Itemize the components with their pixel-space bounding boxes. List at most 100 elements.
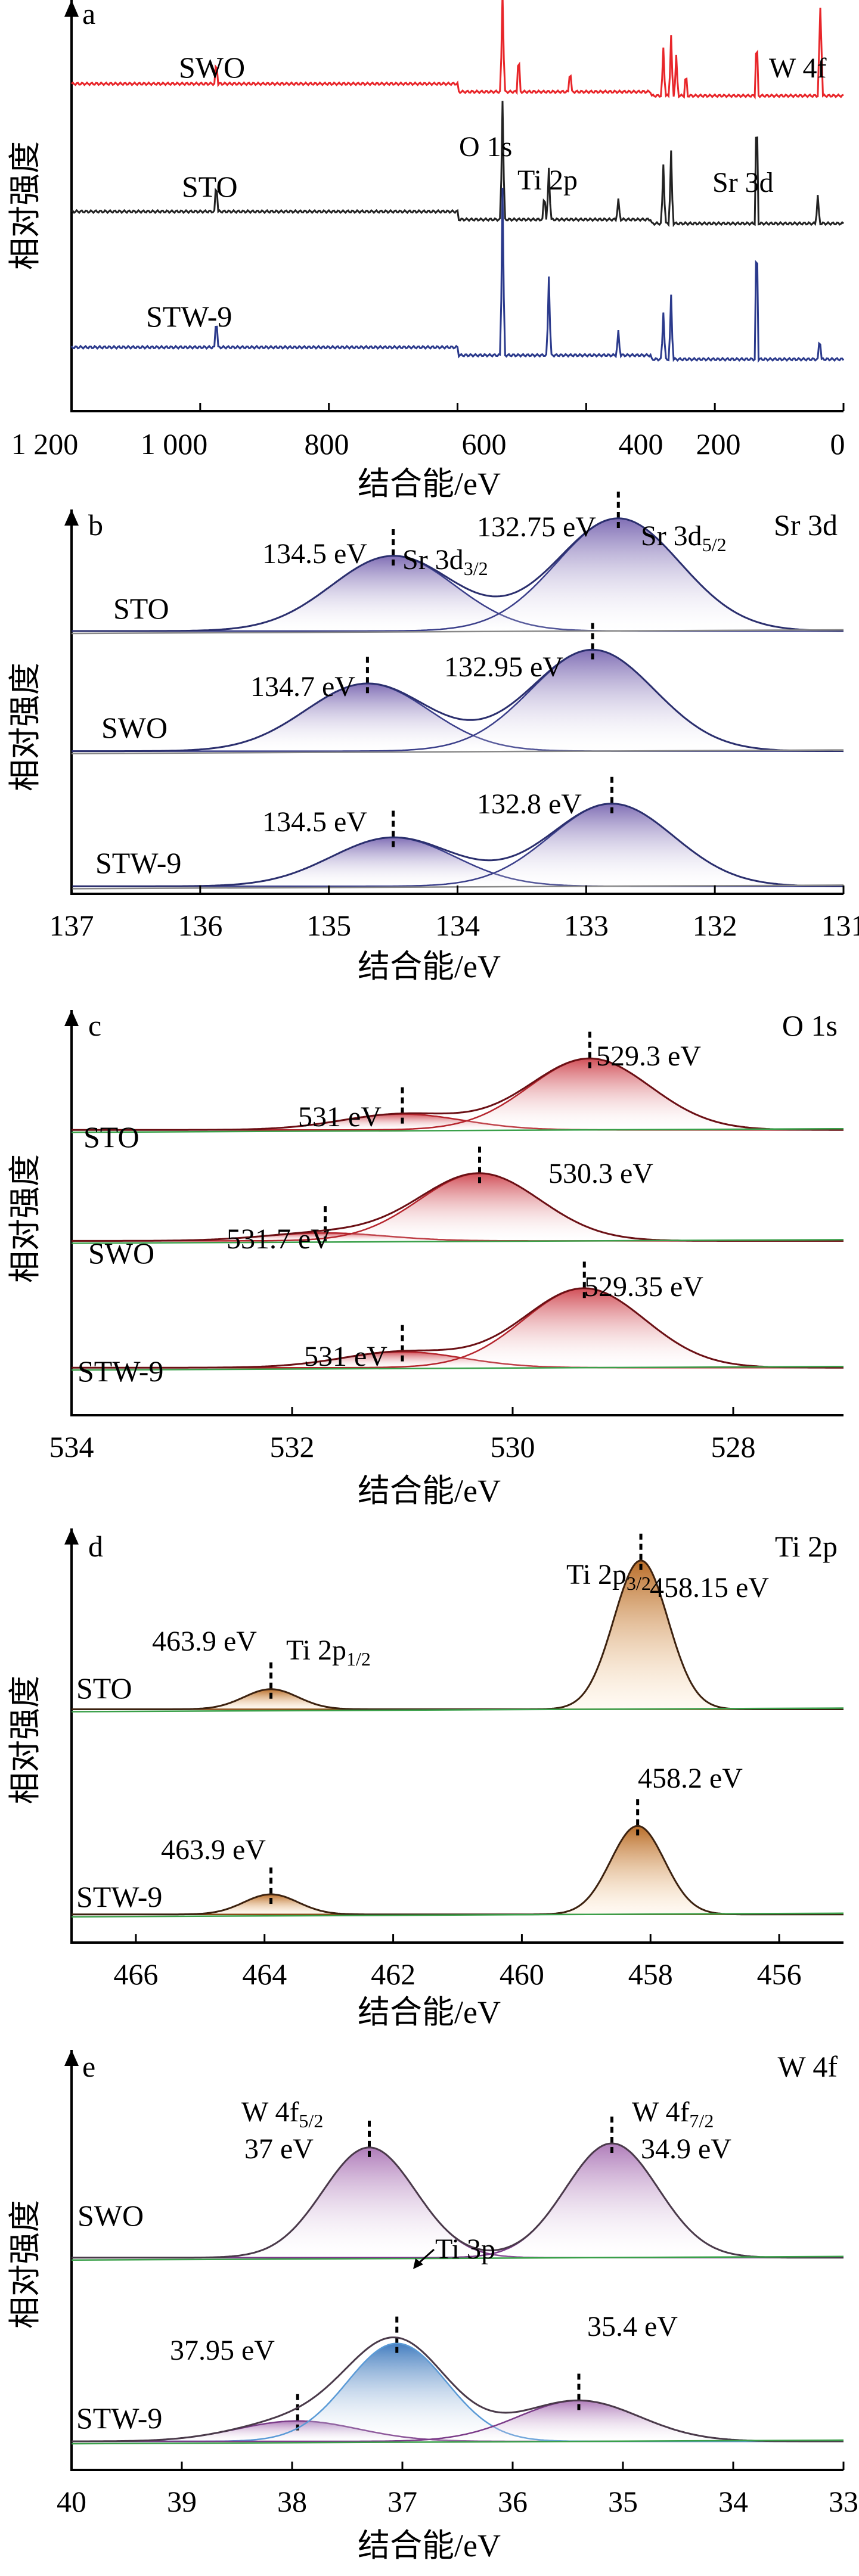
- panel-b-label-sto: STO: [113, 592, 169, 625]
- panel-b-peak-fill: [72, 683, 844, 751]
- panel-a-xlabel: 结合能/eV: [358, 466, 501, 502]
- panel-a-ylabel: 相对强度: [7, 141, 43, 270]
- panel-e-tick-label: 37: [387, 2485, 417, 2518]
- panel-d-peak-fill: [72, 1826, 844, 1915]
- panel-a-tick: 0: [830, 427, 845, 461]
- panel-e-peak-stw-2: 35.4 eV: [587, 2311, 678, 2342]
- panel-b-peak-fill: [72, 650, 844, 751]
- panel-b-label-stw9: STW-9: [95, 846, 181, 880]
- panel-c-envelope: [72, 1057, 844, 1131]
- panel-a-letter: a: [82, 0, 95, 30]
- panel-c-peak-fill: [72, 1288, 844, 1368]
- panel-e-ylabel: 相对强度: [7, 2200, 43, 2329]
- panel-c-tick-label: 534: [49, 1430, 94, 1463]
- panel-c-baseline: [71, 1127, 844, 1133]
- panel-e-x-ticks: 40 39 38 37 36 35 34 33: [57, 2462, 858, 2518]
- panel-e-label-stw9: STW-9: [76, 2401, 162, 2435]
- panel-c-x-ticks: 534 532 530 528: [49, 1407, 756, 1463]
- panel-d-ylabel: 相对强度: [7, 1676, 43, 1804]
- panel-e-envelope: [72, 2336, 844, 2443]
- panel-b-peak-stw-2: 132.8 eV: [477, 788, 582, 820]
- panel-b-peak-fill: [72, 837, 844, 887]
- panel-a-label-o1s: O 1s: [459, 131, 512, 163]
- panel-b-peak-stw-1: 134.5 eV: [262, 806, 367, 838]
- panel-b-orbital-2: Sr 3d5/2: [641, 520, 727, 555]
- panel-d-tick-label: 464: [242, 1957, 287, 1991]
- panel-d-peak-component: [72, 1688, 844, 1710]
- panel-b-peak-swo-2: 132.95 eV: [444, 651, 563, 683]
- panel-e-baseline: [71, 2255, 844, 2261]
- panel-e-corner-label: W 4f: [778, 2050, 838, 2083]
- panel-e-arrow: [64, 2050, 79, 2066]
- panel-a: a SWO STO STW-9 O 1s Ti 2p Sr 3d W 4f 1 …: [7, 0, 845, 502]
- panel-b-peak-fill: [72, 803, 844, 887]
- panel-e-ti3p-arrow: [417, 2248, 435, 2266]
- panel-c-peak-stw-1: 531 eV: [304, 1341, 387, 1372]
- panel-b-arrow: [64, 509, 79, 526]
- panel-a-x-ticks: 1 200 1 000 800 600 400 200 0: [11, 403, 845, 461]
- panel-e-peak-stw-1: 37.95 eV: [170, 2335, 275, 2366]
- panel-c-peak-fill: [72, 1114, 844, 1130]
- panel-e-tick-label: 38: [277, 2485, 307, 2518]
- panel-c-letter: c: [88, 1009, 101, 1042]
- panel-b-baseline: [71, 749, 844, 754]
- panel-b-envelope: [72, 517, 844, 632]
- panel-d: d Ti 2p STO STW-9 463.9 eV Ti 2p1/2 Ti 2…: [7, 1528, 844, 2030]
- panel-e-series: [71, 2117, 844, 2445]
- panel-a-series: [70, 0, 845, 363]
- panel-c-corner-label: O 1s: [782, 1009, 838, 1042]
- panel-a-arrow: [64, 0, 79, 17]
- panel-b-ylabel: 相对强度: [7, 663, 43, 791]
- panel-e-label-swo: SWO: [77, 2199, 144, 2232]
- panel-e: e W 4f SWO STW-9 W 4f5/2 37 eV W 4f7/2 3…: [7, 2050, 858, 2563]
- panel-b-tick-label: 132: [693, 909, 737, 942]
- panel-e-peak-fill: [72, 2400, 844, 2442]
- panel-b-tick-label: 136: [178, 909, 222, 942]
- panel-e-peak-swo-1: 37 eV: [244, 2133, 314, 2165]
- panel-e-orbital-2: W 4f7/2: [632, 2096, 714, 2131]
- panel-a-tick: 1 200: [11, 427, 79, 461]
- panel-b-corner-label: Sr 3d: [774, 508, 838, 542]
- panel-b-peak-sto-2: 132.75 eV: [477, 511, 596, 543]
- panel-c-envelope: [72, 1287, 844, 1369]
- panel-c-peak-fill: [72, 1058, 844, 1130]
- panel-e-ti3p-arrowhead: [413, 2258, 423, 2269]
- panel-d-peak-fill: [72, 1689, 844, 1710]
- panel-d-arrow: [64, 1528, 79, 1545]
- panel-d-xlabel: 结合能/eV: [358, 1994, 501, 2030]
- panel-d-baseline: [71, 1912, 844, 1918]
- panel-a-label-ti2p: Ti 2p: [517, 164, 578, 196]
- panel-a-tick: 1 000: [141, 427, 208, 461]
- panel-d-corner-label: Ti 2p: [775, 1530, 838, 1563]
- panel-b-peak-swo-1: 134.7 eV: [250, 671, 355, 703]
- panel-b-x-ticks: 137 136 135 134 133 132 131: [49, 885, 859, 942]
- panel-d-letter: d: [88, 1530, 103, 1563]
- panel-e-letter: e: [82, 2050, 95, 2083]
- panel-c-label-swo: SWO: [88, 1236, 154, 1270]
- panel-c-label-sto: STO: [83, 1120, 139, 1154]
- panel-c-xlabel: 结合能/eV: [358, 1473, 501, 1509]
- panel-d-tick-label: 466: [113, 1957, 158, 1991]
- panel-e-xlabel: 结合能/eV: [358, 2528, 501, 2563]
- panel-a-series-line: [70, 0, 844, 100]
- panel-b-peak-fill: [72, 556, 844, 631]
- panel-e-orbital-1: W 4f5/2: [241, 2096, 323, 2131]
- panel-c-peak-stw-2: 529.35 eV: [584, 1271, 703, 1303]
- panel-c-arrow: [64, 1010, 79, 1026]
- panel-e-tick-label: 35: [608, 2485, 638, 2518]
- panel-c-peak-fill: [72, 1173, 844, 1241]
- panel-b-baseline: [71, 629, 844, 635]
- panel-e-tick-label: 36: [498, 2485, 528, 2518]
- panel-c-peak-swo-2: 530.3 eV: [548, 1158, 653, 1189]
- panel-b-label-swo: SWO: [101, 711, 168, 744]
- panel-e-tick-label: 34: [718, 2485, 748, 2518]
- panel-d-peak-stw-1: 463.9 eV: [161, 1834, 266, 1866]
- panel-c-peak-fill: [72, 1233, 844, 1241]
- panel-a-label-stw9: STW-9: [146, 300, 232, 333]
- panel-a-label-sto: STO: [182, 170, 238, 203]
- panel-d-peak-sto-2: 458.15 eV: [650, 1572, 769, 1604]
- panel-e-tick-label: 40: [57, 2485, 86, 2518]
- panel-a-label-w4f: W 4f: [769, 52, 826, 84]
- panel-b-envelope: [72, 648, 844, 753]
